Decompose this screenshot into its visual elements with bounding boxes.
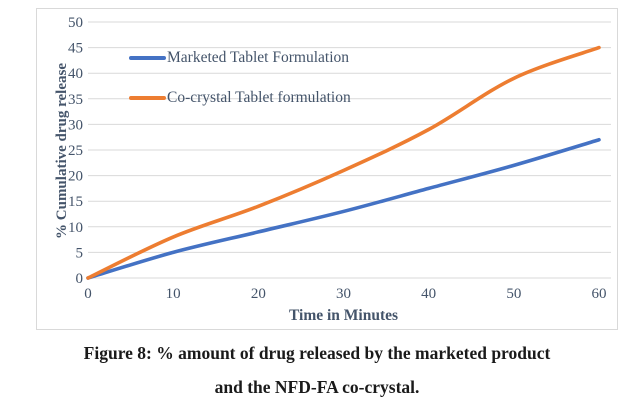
x-tick-label: 20 xyxy=(251,286,266,302)
y-tick-label: 0 xyxy=(76,271,84,287)
x-axis-title: Time in Minutes xyxy=(288,307,399,324)
x-tick-label: 30 xyxy=(336,286,351,302)
y-tick-label: 20 xyxy=(68,169,83,185)
plot-canvas: 0 5 10 15 20 25 30 35 40 45 50 0 10 20 30 40 50 60 xyxy=(68,15,611,302)
legend-label-marketed: Marketed Tablet Formulation xyxy=(167,49,350,66)
y-tick-label: 30 xyxy=(68,117,83,133)
legend-label-cocrystal: Co-crystal Tablet formulation xyxy=(167,89,351,106)
y-tick-label: 40 xyxy=(68,66,83,82)
x-tick-label: 40 xyxy=(421,286,436,302)
series-line-cocrystal xyxy=(86,45,601,280)
chart-area: 0 5 10 15 20 25 30 35 40 45 50 0 10 20 30 40 50 60 % Cumu… xyxy=(36,8,618,330)
figure-caption: Figure 8: % amount of drug released by t… xyxy=(0,342,634,408)
y-tick-label: 45 xyxy=(68,41,83,57)
legend-swatch-cocrystal-icon xyxy=(129,95,166,101)
x-tick-label: 60 xyxy=(592,286,607,302)
y-tick-label: 50 xyxy=(68,15,83,31)
x-tick-label: 0 xyxy=(84,286,92,302)
y-tick-label: 5 xyxy=(76,245,84,261)
y-tick-label: 35 xyxy=(68,92,83,108)
series-line-marketed xyxy=(86,137,601,280)
legend-swatch-marketed-icon xyxy=(129,55,166,61)
y-tick-label: 15 xyxy=(68,194,83,210)
legend-item-cocrystal: Co-crystal Tablet formulation xyxy=(129,89,351,107)
caption-line-2: and the NFD-FA co-crystal. xyxy=(214,377,420,397)
y-tick-label: 10 xyxy=(68,220,83,236)
caption-line-1: Figure 8: % amount of drug released by t… xyxy=(83,343,551,363)
legend-item-marketed: Marketed Tablet Formulation xyxy=(129,49,349,67)
x-tick-label: 10 xyxy=(166,286,181,302)
y-axis-title: % Cumulative drug release xyxy=(54,63,70,239)
x-tick-label: 50 xyxy=(506,286,521,302)
y-tick-label: 25 xyxy=(68,143,83,159)
